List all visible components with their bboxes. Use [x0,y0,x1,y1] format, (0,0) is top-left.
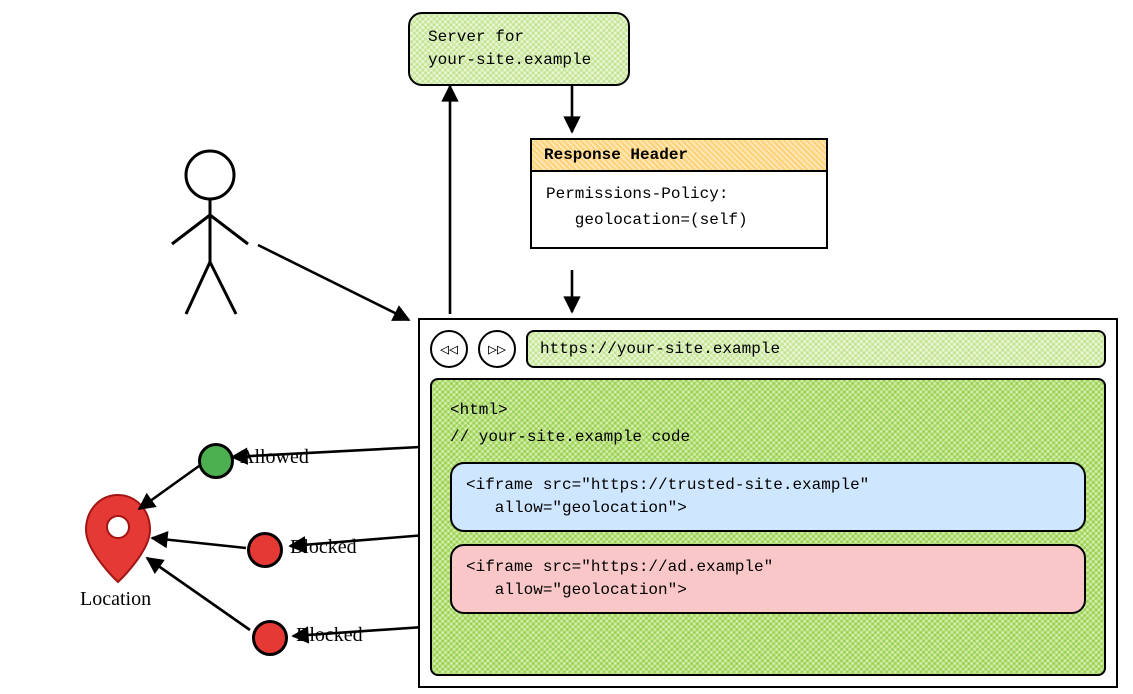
server-box: Server for your-site.example [408,12,630,86]
response-header-body: Permissions-Policy: geolocation=(self) [532,172,826,247]
url-bar[interactable]: https://your-site.example [526,330,1106,368]
iframe-trusted: <iframe src="https://trusted-site.exampl… [450,462,1086,532]
browser-window: ◁◁ ▷▷ https://your-site.example <html> /… [418,318,1118,688]
browser-toolbar: ◁◁ ▷▷ https://your-site.example [430,330,1106,368]
code-comment: // your-site.example code [450,425,1086,450]
nav-back-button[interactable]: ◁◁ [430,330,468,368]
blocked-label-1: Blocked [290,536,357,559]
location-pin-icon [86,495,150,582]
code-html-tag: <html> [450,398,1086,423]
iframe-ad: <iframe src="https://ad.example" allow="… [450,544,1086,614]
page-content-area: <html> // your-site.example code <iframe… [430,378,1106,676]
server-line2: your-site.example [428,49,610,72]
url-text: https://your-site.example [540,340,780,358]
allowed-dot [198,443,234,479]
server-line1: Server for [428,26,610,49]
blocked-dot-1 [247,532,283,568]
user-stick-figure [172,151,248,314]
location-label: Location [80,588,151,611]
response-header-title: Response Header [532,140,826,172]
allowed-label: Allowed [240,446,309,469]
blocked-label-2: Blocked [296,624,363,647]
nav-forward-button[interactable]: ▷▷ [478,330,516,368]
blocked-dot-2 [252,620,288,656]
response-header-box: Response Header Permissions-Policy: geol… [530,138,828,249]
